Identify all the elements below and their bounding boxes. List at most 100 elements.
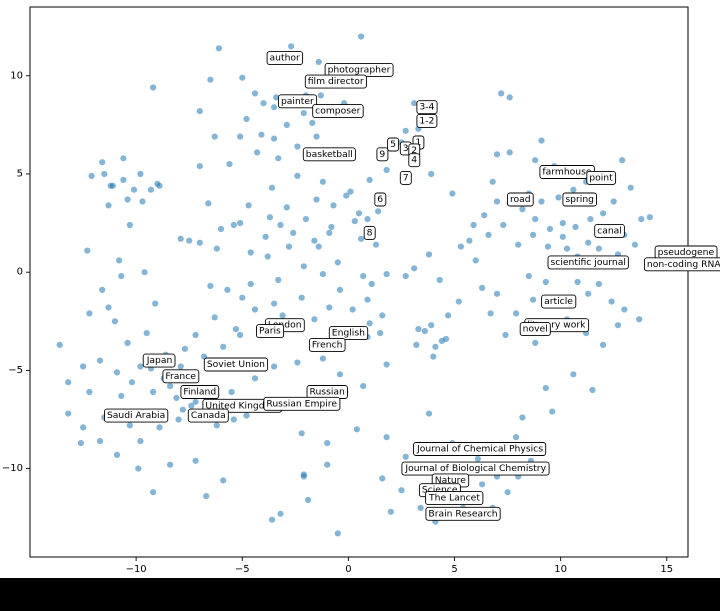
data-point: [398, 487, 405, 494]
data-point: [538, 137, 545, 144]
data-point: [130, 186, 138, 193]
data-point: [358, 235, 365, 242]
annotation-box: [328, 326, 369, 341]
point-annotation: farmhouse: [539, 165, 595, 179]
data-point: [532, 339, 539, 346]
annotation-box: [180, 385, 220, 399]
point-annotation: Brain Research: [425, 506, 501, 521]
data-point: [211, 133, 218, 140]
data-point: [290, 229, 297, 236]
annotation-box: [374, 192, 387, 207]
point-annotation: novel: [519, 322, 551, 337]
data-point: [196, 239, 203, 246]
data-point: [300, 110, 307, 117]
data-point: [368, 280, 375, 288]
data-point: [101, 170, 108, 178]
data-point: [466, 237, 473, 244]
data-point: [364, 216, 371, 223]
data-point: [428, 170, 435, 178]
data-point: [147, 186, 155, 193]
data-point: [525, 273, 532, 280]
data-point: [271, 135, 278, 142]
chart-figure: author photographer film director painter co…: [0, 0, 720, 578]
data-point: [493, 198, 501, 205]
data-point: [215, 45, 222, 52]
annotation-label: scientific journal: [550, 257, 625, 268]
point-annotation: Russian: [306, 385, 348, 399]
data-point: [472, 257, 479, 264]
data-point: [619, 157, 626, 164]
data-point: [351, 218, 358, 225]
data-point: [555, 194, 562, 201]
data-point: [326, 229, 333, 236]
x-tick-label: 5: [451, 564, 457, 575]
data-point: [224, 286, 231, 293]
data-point: [449, 190, 456, 197]
data-point: [118, 273, 125, 280]
data-point: [230, 416, 237, 423]
data-point: [275, 276, 282, 284]
annotation-label: Journal of Chemical Physics: [416, 444, 543, 455]
data-point: [268, 516, 276, 523]
annotation-label: literary work: [527, 320, 586, 331]
data-point: [251, 90, 259, 97]
data-point: [570, 371, 577, 378]
data-point: [207, 76, 214, 83]
data-point: [107, 182, 114, 189]
data-point: [485, 231, 492, 238]
data-point: [360, 273, 367, 280]
annotation-label: 1-2: [419, 115, 434, 126]
data-point: [411, 100, 418, 107]
annotation-box: [586, 170, 617, 185]
data-point: [366, 320, 373, 327]
y-tick-label: 10: [10, 70, 23, 81]
annotation-label: canal: [597, 225, 622, 236]
data-point: [498, 90, 505, 97]
point-annotation: basketball: [302, 147, 356, 162]
annotation-box: [594, 223, 625, 238]
data-point: [417, 504, 424, 511]
annotation-box: [278, 94, 318, 109]
data-point: [137, 363, 144, 370]
data-point: [196, 163, 203, 170]
point-annotation: 9: [376, 147, 389, 162]
annotation-box: [256, 324, 285, 339]
data-point: [124, 196, 131, 203]
data-point: [319, 355, 326, 362]
data-point: [271, 104, 278, 111]
x-tick-label: −10: [126, 564, 147, 575]
annotation-label: 7: [403, 172, 409, 183]
data-point: [421, 328, 428, 335]
data-point: [530, 296, 537, 303]
data-point: [152, 300, 159, 307]
x-axis: −10 −5 0 5 10 15: [126, 557, 673, 575]
data-point: [268, 184, 276, 191]
data-point: [519, 206, 526, 213]
data-point: [315, 243, 322, 250]
data-point: [493, 290, 501, 297]
data-point: [330, 202, 337, 209]
point-annotation: spring: [562, 192, 597, 207]
data-point: [156, 424, 163, 431]
data-point: [532, 157, 539, 164]
data-point: [139, 198, 146, 205]
point-annotation: Paris: [256, 324, 285, 339]
data-point: [425, 410, 433, 417]
annotation-label: France: [165, 371, 196, 382]
data-point: [213, 422, 220, 429]
point-annotation: author: [266, 51, 304, 66]
annotation-label: non-coding RNA: [647, 259, 720, 270]
data-point: [150, 84, 157, 91]
annotation-box: [142, 353, 176, 368]
point-annotation: 1-2: [416, 113, 438, 128]
data-point: [379, 312, 386, 319]
annotation-label: Science: [422, 485, 458, 496]
annotation-box: [507, 192, 534, 207]
data-point: [515, 241, 522, 248]
point-annotation: pseudogene: [654, 245, 718, 260]
point-annotation: French: [308, 337, 346, 352]
data-point: [559, 220, 566, 227]
data-point: [313, 196, 320, 203]
data-point: [587, 216, 594, 223]
data-point: [192, 331, 199, 339]
